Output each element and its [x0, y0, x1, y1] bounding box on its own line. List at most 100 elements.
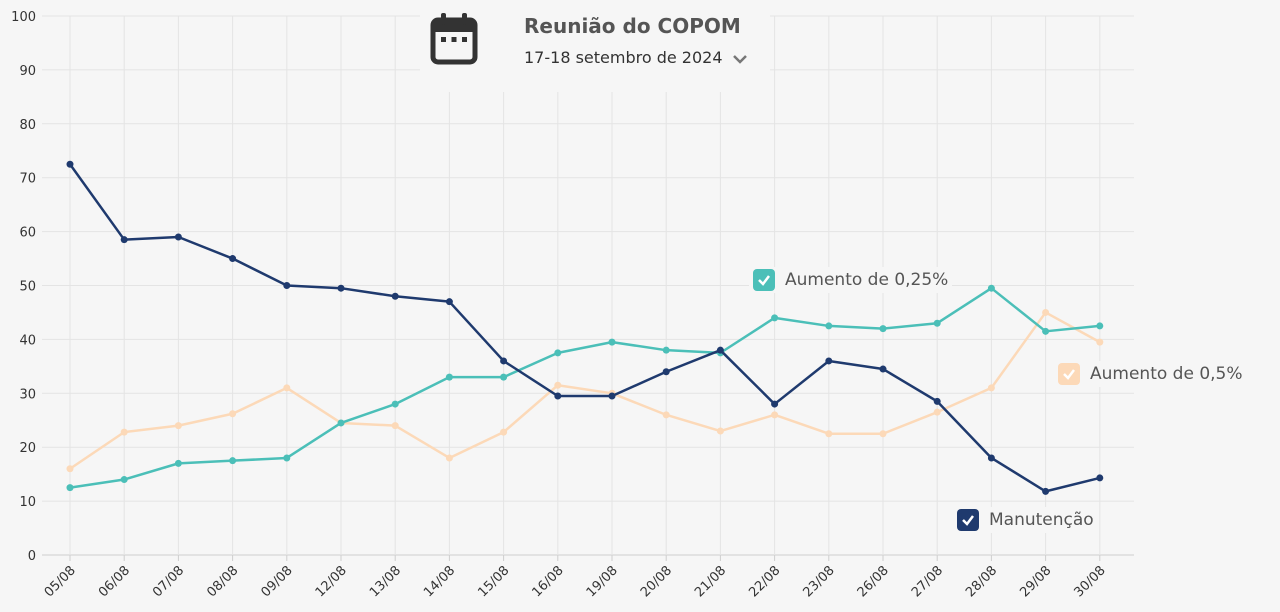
data-point[interactable] — [933, 319, 941, 327]
series-aumento025 — [66, 284, 1104, 492]
x-tick-label: 28/08 — [963, 563, 1000, 600]
data-point[interactable] — [337, 284, 345, 292]
data-point[interactable] — [662, 368, 670, 376]
data-point[interactable] — [825, 357, 833, 365]
series-line — [69, 286, 1100, 489]
data-point[interactable] — [716, 427, 724, 435]
data-point[interactable] — [987, 284, 995, 292]
checkbox-checked-icon[interactable] — [957, 509, 979, 531]
series-aumento05 — [66, 308, 1104, 473]
x-tick-label: 19/08 — [584, 563, 621, 600]
data-point[interactable] — [445, 298, 453, 306]
data-point[interactable] — [933, 408, 941, 416]
x-tick-label: 26/08 — [855, 563, 892, 600]
data-point[interactable] — [445, 373, 453, 381]
y-tick-label: 30 — [19, 387, 36, 402]
data-point[interactable] — [174, 422, 182, 430]
data-point[interactable] — [1042, 487, 1050, 495]
data-point[interactable] — [283, 454, 291, 462]
legend-item-aumento-05[interactable]: Aumento de 0,5% — [1054, 361, 1247, 387]
y-tick-label: 100 — [11, 10, 36, 25]
data-point[interactable] — [879, 430, 887, 438]
data-point[interactable] — [608, 392, 616, 400]
x-tick-label: 09/08 — [259, 563, 296, 600]
data-point[interactable] — [662, 411, 670, 419]
y-tick-label: 40 — [19, 333, 36, 348]
data-point[interactable] — [66, 465, 74, 473]
data-point[interactable] — [825, 430, 833, 438]
data-point[interactable] — [987, 454, 995, 462]
x-tick-label: 07/08 — [150, 563, 187, 600]
data-point[interactable] — [1096, 338, 1104, 346]
data-point[interactable] — [608, 338, 616, 346]
data-point[interactable] — [716, 346, 724, 354]
legend-item-manutencao[interactable]: Manutenção — [953, 507, 1098, 533]
x-tick-label: 05/08 — [42, 563, 79, 600]
chart-series — [66, 160, 1104, 495]
data-point[interactable] — [500, 373, 508, 381]
data-point[interactable] — [771, 314, 779, 322]
data-point[interactable] — [879, 325, 887, 333]
data-point[interactable] — [771, 411, 779, 419]
y-tick-label: 60 — [19, 226, 36, 241]
data-point[interactable] — [229, 410, 237, 418]
y-tick-label: 50 — [19, 280, 36, 295]
data-point[interactable] — [391, 292, 399, 300]
data-point[interactable] — [500, 357, 508, 365]
checkbox-checked-icon[interactable] — [1058, 363, 1080, 385]
x-tick-label: 06/08 — [96, 563, 133, 600]
data-point[interactable] — [1096, 474, 1104, 482]
data-point[interactable] — [500, 428, 508, 436]
data-point[interactable] — [66, 484, 74, 492]
data-point[interactable] — [391, 400, 399, 408]
x-tick-label: 15/08 — [475, 563, 512, 600]
data-point[interactable] — [391, 422, 399, 430]
data-point[interactable] — [554, 381, 562, 389]
data-point[interactable] — [554, 392, 562, 400]
data-point[interactable] — [771, 400, 779, 408]
data-point[interactable] — [120, 236, 128, 244]
data-point[interactable] — [120, 476, 128, 484]
x-tick-label: 14/08 — [421, 563, 458, 600]
x-tick-label: 29/08 — [1017, 563, 1054, 600]
legend-item-aumento-025[interactable]: Aumento de 0,25% — [749, 267, 953, 293]
data-point[interactable] — [1042, 308, 1050, 316]
data-point[interactable] — [987, 384, 995, 392]
data-point[interactable] — [825, 322, 833, 330]
meeting-date[interactable]: 17-18 setembro de 2024 — [524, 48, 748, 67]
data-point[interactable] — [229, 255, 237, 263]
y-tick-label: 20 — [19, 441, 36, 456]
meeting-title: Reunião do COPOM — [524, 14, 741, 38]
data-point[interactable] — [662, 346, 670, 354]
x-tick-label: 20/08 — [638, 563, 675, 600]
y-tick-label: 90 — [19, 64, 36, 79]
data-point[interactable] — [1042, 327, 1050, 335]
data-point[interactable] — [1096, 322, 1104, 330]
checkbox-checked-icon[interactable] — [753, 269, 775, 291]
data-point[interactable] — [229, 457, 237, 465]
y-tick-label: 10 — [19, 495, 36, 510]
data-point[interactable] — [283, 282, 291, 289]
x-tick-label: 21/08 — [692, 563, 729, 600]
legend-label: Aumento de 0,25% — [785, 270, 949, 290]
data-point[interactable] — [174, 459, 182, 467]
x-tick-label: 27/08 — [909, 563, 946, 600]
data-point[interactable] — [933, 397, 941, 405]
data-point[interactable] — [66, 160, 74, 168]
data-point[interactable] — [554, 349, 562, 357]
y-tick-label: 80 — [19, 118, 36, 133]
data-point[interactable] — [337, 419, 345, 427]
series-line — [69, 311, 1101, 470]
data-point[interactable] — [120, 428, 128, 436]
data-point[interactable] — [879, 365, 887, 373]
data-point[interactable] — [445, 454, 453, 462]
legend-label: Manutenção — [989, 510, 1094, 530]
meeting-selector[interactable]: Reunião do COPOM 17-18 setembro de 2024 — [420, 6, 770, 92]
x-tick-label: 22/08 — [746, 563, 783, 600]
chart-grid — [42, 15, 1134, 561]
series-manutencao — [66, 160, 1104, 495]
data-point[interactable] — [174, 233, 182, 241]
data-point[interactable] — [283, 384, 291, 392]
y-axis-ticks: 0 10 20 30 40 50 60 70 80 90 100 — [11, 10, 36, 564]
x-tick-label: 30/08 — [1072, 563, 1109, 600]
